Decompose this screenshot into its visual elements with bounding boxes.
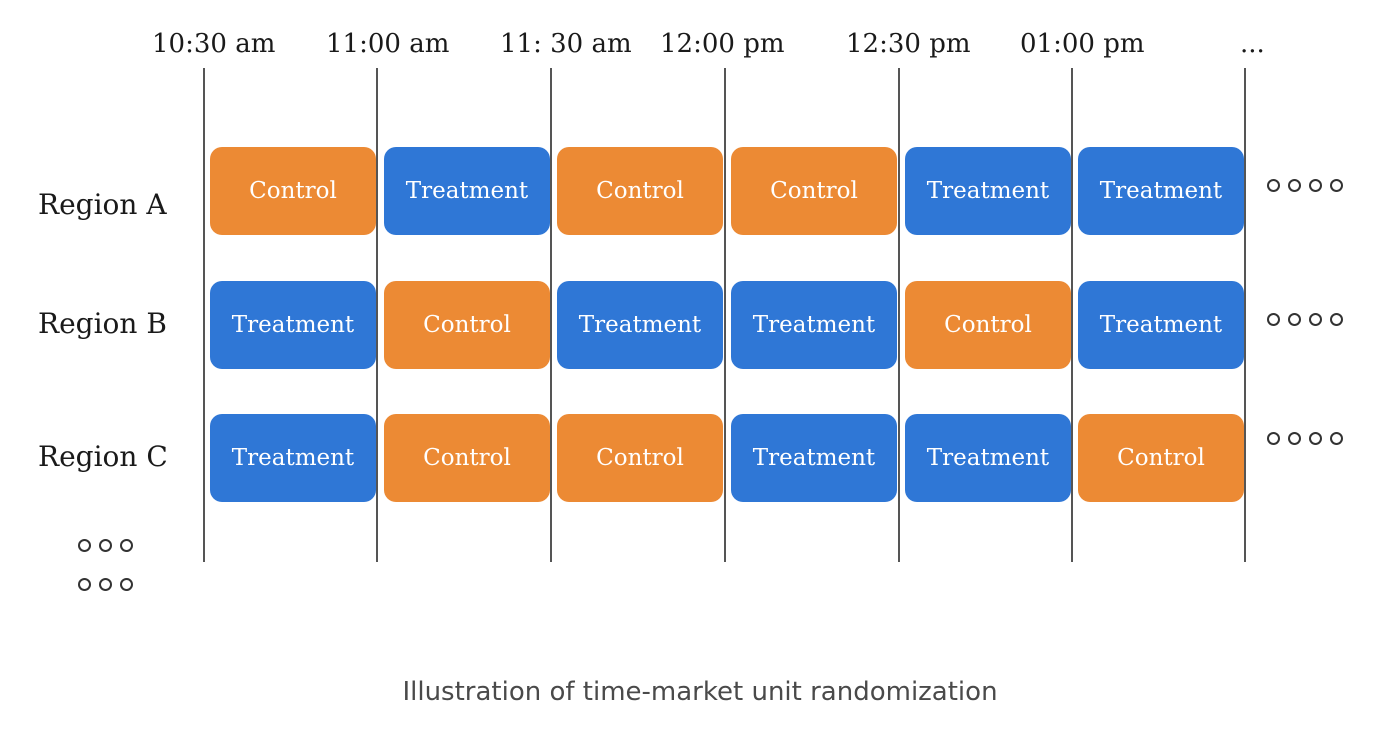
time-label-1030: 10:30 am <box>152 29 276 59</box>
assignment-cell: Treatment <box>210 281 376 369</box>
more-regions-dots-2 <box>78 578 133 591</box>
time-divider-line <box>550 68 552 562</box>
assignment-cell: Treatment <box>731 414 897 502</box>
assignment-cell: Treatment <box>905 414 1071 502</box>
time-label-1230: 12:30 pm <box>846 29 971 59</box>
assignment-cell: Treatment <box>905 147 1071 235</box>
assignment-cell: Control <box>384 281 550 369</box>
time-divider-line <box>1244 68 1246 562</box>
circle-icon <box>1288 179 1301 192</box>
circle-icon <box>1309 179 1322 192</box>
time-divider-line <box>724 68 726 562</box>
circle-icon <box>99 578 112 591</box>
time-divider-line <box>898 68 900 562</box>
circle-icon <box>1309 432 1322 445</box>
assignment-cell: Control <box>557 147 723 235</box>
circle-icon <box>1330 313 1343 326</box>
time-label-1200: 12:00 pm <box>660 29 785 59</box>
circle-icon <box>78 578 91 591</box>
assignment-cell: Treatment <box>731 281 897 369</box>
assignment-cell: Treatment <box>557 281 723 369</box>
circle-icon <box>1309 313 1322 326</box>
row-b-continuation-dots <box>1267 313 1343 326</box>
region-c-label: Region C <box>38 440 168 473</box>
assignment-cell: Control <box>905 281 1071 369</box>
circle-icon <box>1330 179 1343 192</box>
assignment-cell: Control <box>384 414 550 502</box>
circle-icon <box>1330 432 1343 445</box>
circle-icon <box>120 578 133 591</box>
assignment-cell: Control <box>731 147 897 235</box>
time-label-1100: 11:00 am <box>326 29 450 59</box>
row-c-continuation-dots <box>1267 432 1343 445</box>
circle-icon <box>1288 313 1301 326</box>
time-divider-line <box>203 68 205 562</box>
time-divider-line <box>1071 68 1073 562</box>
region-a-label: Region A <box>38 188 167 221</box>
circle-icon <box>1267 313 1280 326</box>
diagram-caption: Illustration of time-market unit randomi… <box>402 677 998 707</box>
assignment-cell: Control <box>1078 414 1244 502</box>
circle-icon <box>1267 432 1280 445</box>
time-label-0100: 01:00 pm <box>1020 29 1145 59</box>
more-regions-dots-1 <box>78 539 133 552</box>
circle-icon <box>1288 432 1301 445</box>
circle-icon <box>1267 179 1280 192</box>
circle-icon <box>120 539 133 552</box>
circle-icon <box>99 539 112 552</box>
region-b-label: Region B <box>38 307 167 340</box>
assignment-cell: Treatment <box>384 147 550 235</box>
assignment-cell: Control <box>210 147 376 235</box>
time-label-ellipsis: ... <box>1240 29 1265 59</box>
assignment-cell: Treatment <box>1078 281 1244 369</box>
assignment-cell: Treatment <box>210 414 376 502</box>
time-label-1130: 11: 30 am <box>500 29 632 59</box>
circle-icon <box>78 539 91 552</box>
assignment-cell: Treatment <box>1078 147 1244 235</box>
assignment-cell: Control <box>557 414 723 502</box>
row-a-continuation-dots <box>1267 179 1343 192</box>
time-divider-line <box>376 68 378 562</box>
